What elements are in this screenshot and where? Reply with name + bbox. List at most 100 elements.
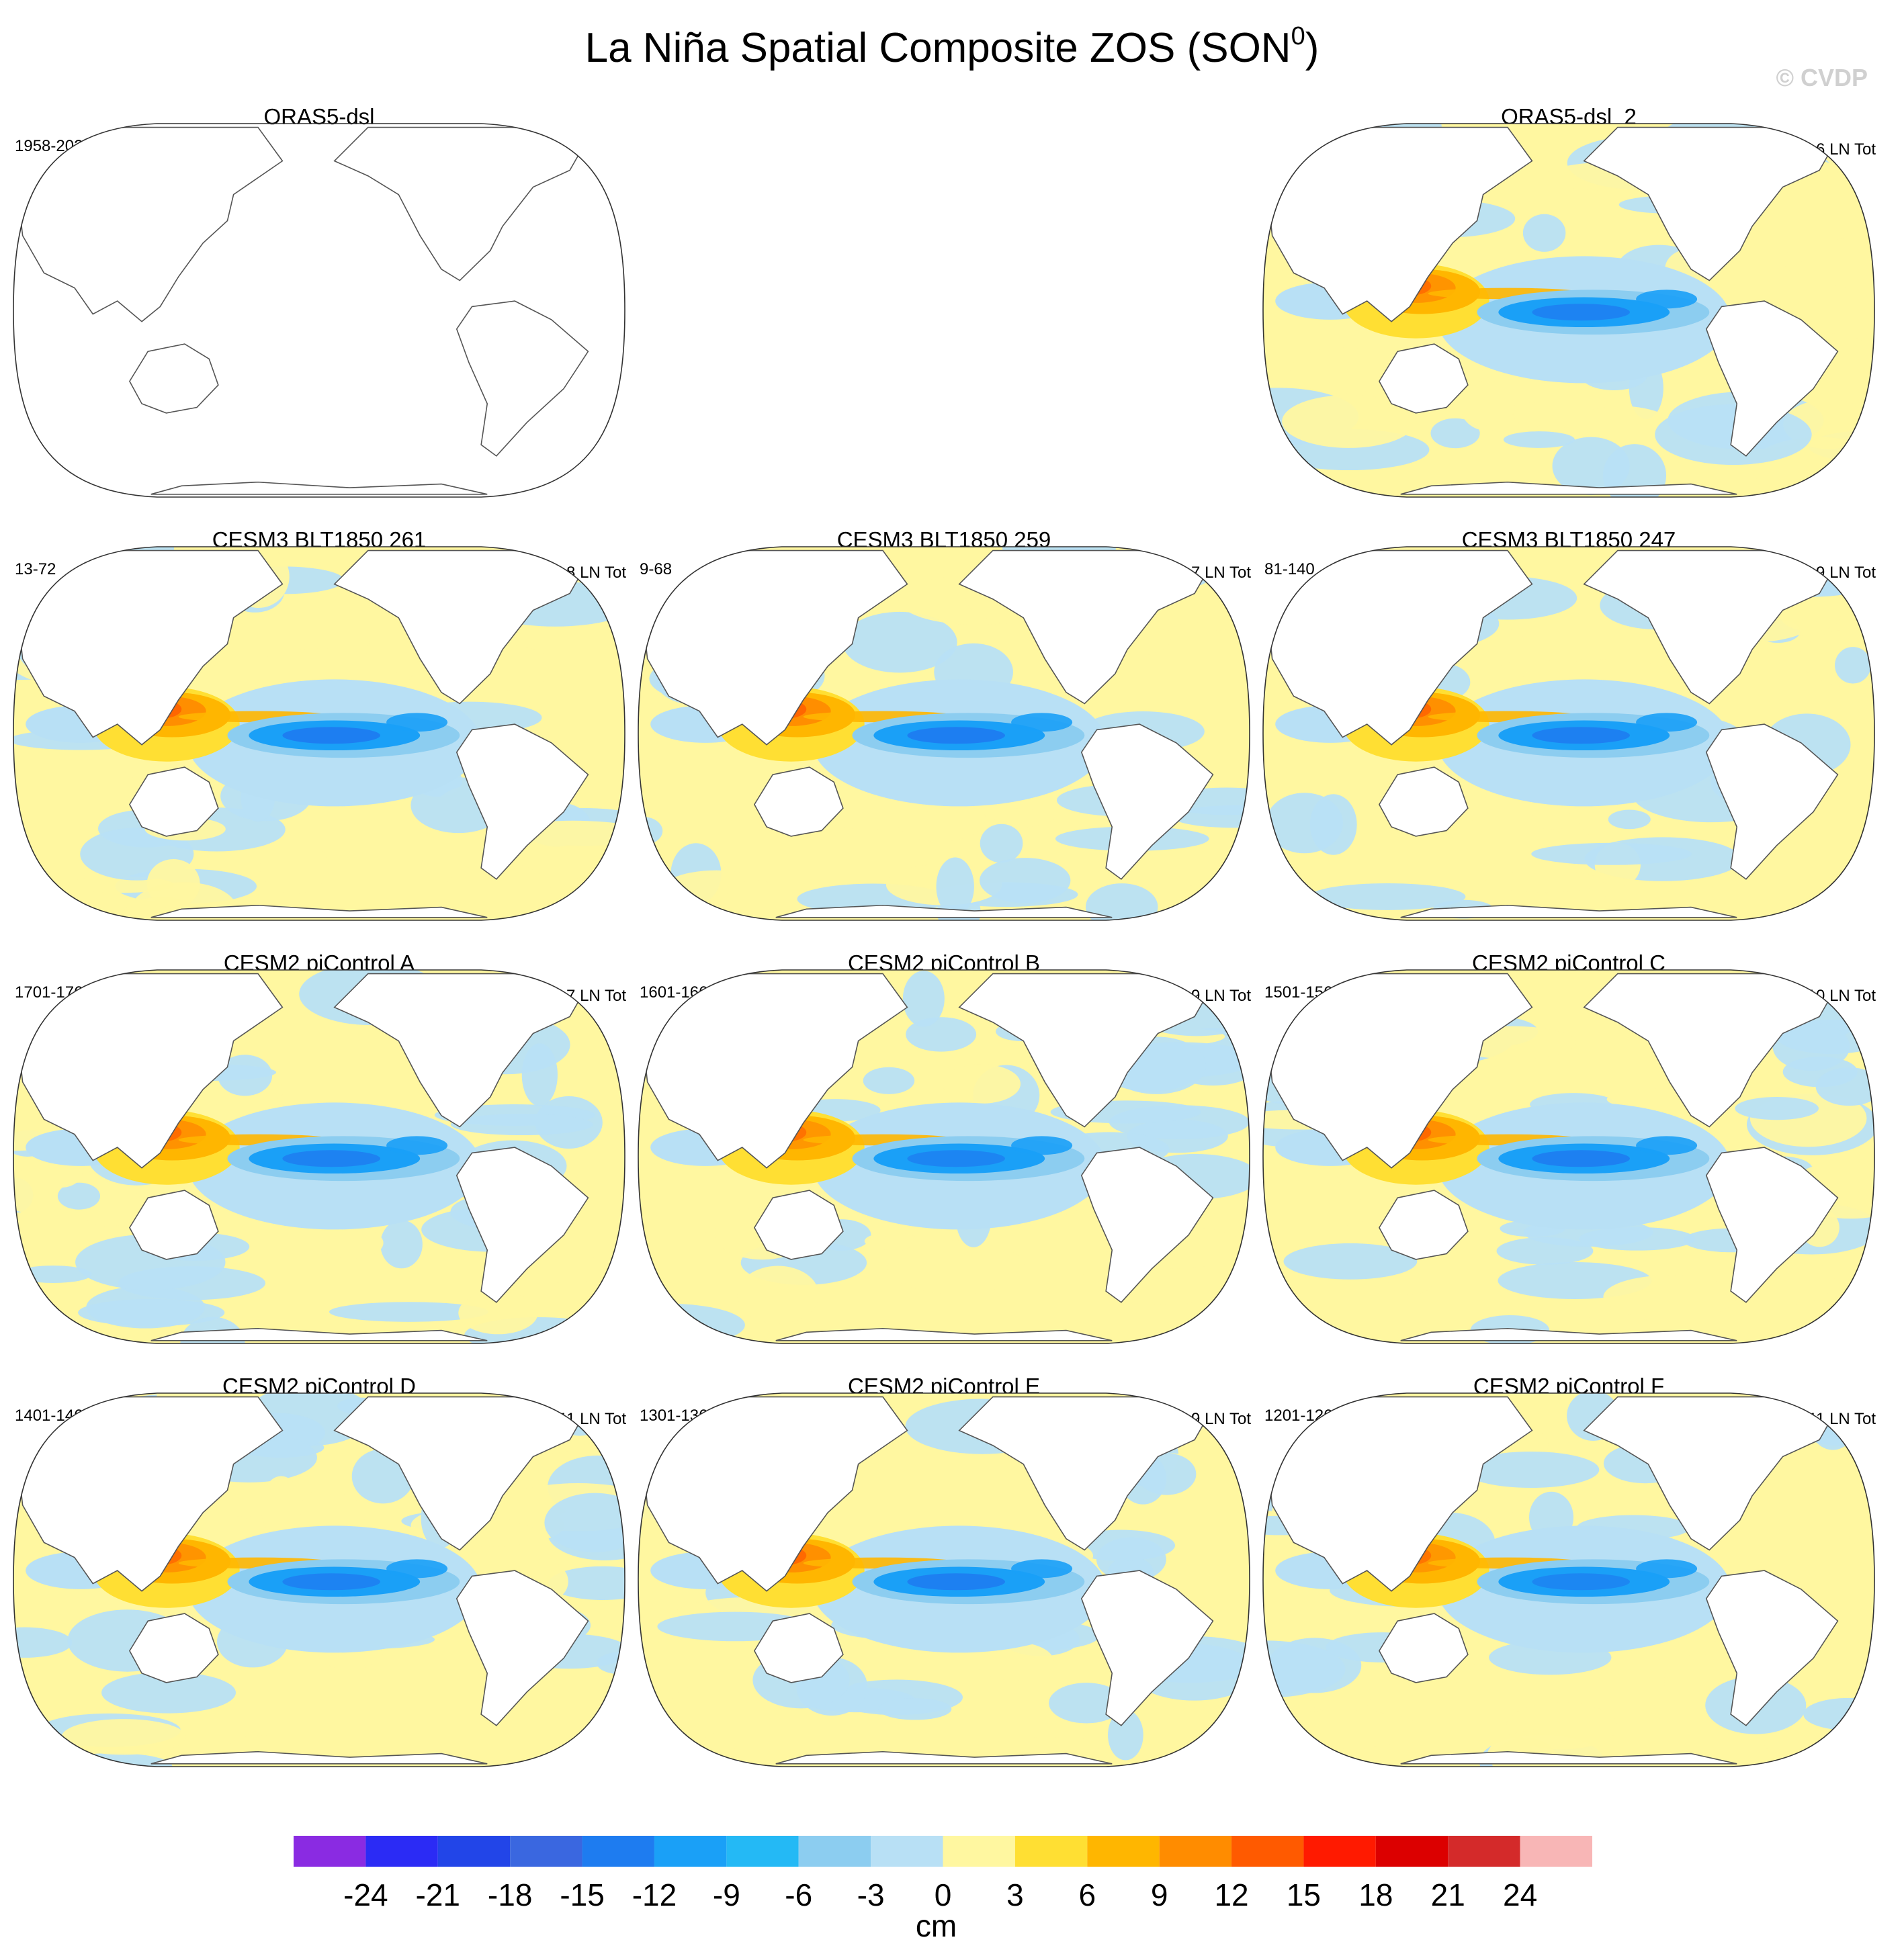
land-antarctica [1400,904,1737,918]
colorbar-swatch [726,1836,799,1867]
colorbar-swatch [798,1836,871,1867]
land-southAmerica [1080,1147,1214,1303]
land-northAmerica [1583,973,1845,1128]
colorbar-swatch [1375,1836,1448,1867]
land-asia [640,1396,908,1592]
colorbar-tick-label: 21 [1431,1877,1465,1912]
colorbar-tick-label: -18 [488,1877,532,1912]
anomaly-field [1263,1393,1874,1767]
land-antarctica [1400,1750,1737,1765]
map-outline [1262,546,1875,921]
land-southAmerica [1705,1147,1839,1303]
land-southAmerica [456,300,589,457]
map-outline [638,969,1250,1344]
land-southAmerica [1705,723,1839,880]
land-antarctica [150,1750,488,1765]
map-outline [13,546,625,921]
land-antarctica [150,481,488,495]
anomaly-field [1263,124,1874,497]
land-australia [753,766,844,837]
land-australia [128,1613,219,1683]
land-australia [1378,766,1469,837]
anomaly-field [13,970,625,1343]
land-antarctica [775,904,1113,918]
land-australia [753,1613,844,1683]
panel-period-label: 81-140 [1264,560,1315,578]
colorbar-tick-label: -15 [560,1877,604,1912]
colorbar-swatch [871,1836,943,1867]
land-northAmerica [1583,126,1845,281]
land-asia [1265,973,1533,1169]
land-antarctica [1400,1327,1737,1341]
anomaly-field [638,970,1250,1343]
map-outline [13,1392,625,1767]
colorbar-swatch [1014,1836,1088,1867]
land-southAmerica [456,1570,589,1726]
anomaly-field [15,126,595,495]
panel-period-label: 13-72 [15,560,56,578]
anomaly-field [13,547,625,920]
map-panel: ORAS5-dsl_26 LN Tot [1262,104,1876,498]
land-northAmerica [958,1396,1220,1551]
colorbar-swatch [510,1836,582,1867]
land-australia [128,1190,219,1260]
land-northAmerica [333,1396,595,1551]
land-antarctica [150,904,488,918]
map-outline [1262,123,1875,498]
map-outline [13,969,625,1344]
colorbar-tick-label: -6 [785,1877,812,1912]
land-australia [1378,1613,1469,1683]
land-asia [15,973,284,1169]
land-northAmerica [333,973,595,1128]
panel-period-label: 9-68 [640,560,672,578]
colorbar-swatch [582,1836,654,1867]
colorbar-swatch [1448,1836,1520,1867]
land-asia [640,973,908,1169]
land-northAmerica [1583,549,1845,705]
colorbar-tick-label: -24 [343,1877,388,1912]
land-antarctica [150,1327,488,1341]
map-outline [638,546,1250,921]
land-antarctica [775,1327,1113,1341]
colorbar-swatch [1303,1836,1376,1867]
land-australia [128,766,219,837]
anomaly-field [638,547,1250,920]
anomaly-field [13,1393,625,1767]
colorbar-swatch [1159,1836,1232,1867]
land-antarctica [1400,481,1737,495]
colorbar-swatch [365,1836,438,1867]
land-southAmerica [1080,1570,1214,1726]
panel-title: ORAS5-dsl [263,104,374,129]
land-asia [640,549,908,746]
colorbar-tick-label: 12 [1214,1877,1248,1912]
land-southAmerica [1080,723,1214,880]
land-asia [15,1396,284,1592]
colorbar-tick-label: -3 [857,1877,885,1912]
anomaly-field [638,1393,1250,1767]
cvdp-watermark: © CVDP [1776,64,1868,91]
land-southAmerica [1705,1570,1839,1726]
land-asia [1265,126,1533,322]
map-outline [638,1392,1250,1767]
land-australia [1378,343,1469,414]
colorbar-swatch [943,1836,1015,1867]
colorbar-tick-label: -12 [632,1877,677,1912]
colorbar-tick-label: 15 [1287,1877,1321,1912]
land-australia [1378,1190,1469,1260]
colorbar-tick-label: 18 [1358,1877,1393,1912]
colorbar-tick-label: 3 [1006,1877,1024,1912]
map-outline [1262,1392,1875,1767]
colorbar-swatch [1087,1836,1160,1867]
colorbar-tick-label: 24 [1503,1877,1537,1912]
land-asia [1265,1396,1533,1592]
